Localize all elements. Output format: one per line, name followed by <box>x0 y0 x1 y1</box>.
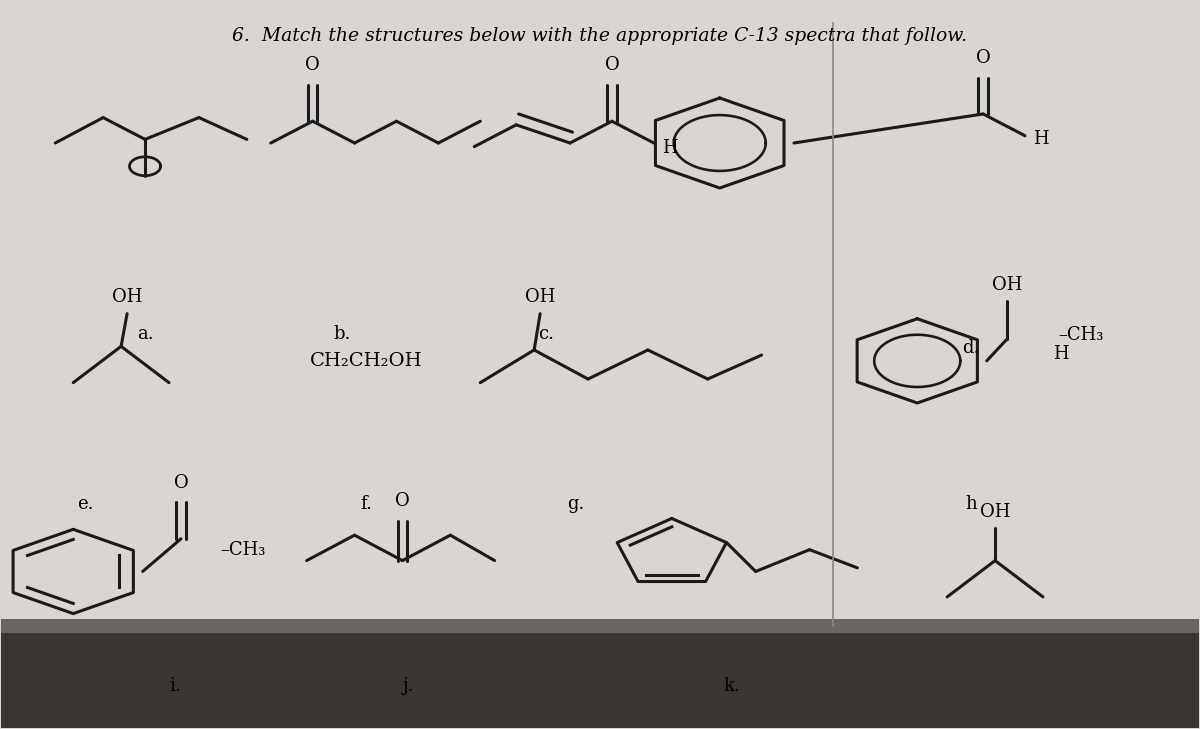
Text: H: H <box>662 139 678 157</box>
Bar <box>1 619 1199 634</box>
Text: c.: c. <box>538 324 554 343</box>
Text: h: h <box>965 495 977 513</box>
Text: CH₂CH₂OH: CH₂CH₂OH <box>311 352 422 370</box>
Text: OH: OH <box>524 289 556 306</box>
Text: O: O <box>174 474 188 491</box>
Text: j.: j. <box>403 677 414 695</box>
Text: H: H <box>1033 130 1049 149</box>
Text: k.: k. <box>724 677 740 695</box>
Text: a.: a. <box>137 324 154 343</box>
Text: H: H <box>1052 345 1068 362</box>
Text: O: O <box>305 56 320 74</box>
Text: –CH₃: –CH₃ <box>1058 327 1104 344</box>
Text: b.: b. <box>334 324 352 343</box>
Text: 6.  Match the structures below with the appropriate C-13 spectra that follow.: 6. Match the structures below with the a… <box>233 27 967 44</box>
Text: f.: f. <box>361 495 372 513</box>
Text: OH: OH <box>112 289 143 306</box>
Text: O: O <box>976 49 990 67</box>
Text: –CH₃: –CH₃ <box>221 541 266 558</box>
Text: O: O <box>605 56 619 74</box>
Text: g.: g. <box>568 495 584 513</box>
Text: OH: OH <box>992 276 1022 294</box>
Text: O: O <box>395 492 410 510</box>
Text: e.: e. <box>77 495 94 513</box>
Bar <box>1 634 1199 728</box>
Text: i.: i. <box>169 677 181 695</box>
Text: OH: OH <box>980 502 1010 521</box>
Text: d.: d. <box>962 339 980 357</box>
